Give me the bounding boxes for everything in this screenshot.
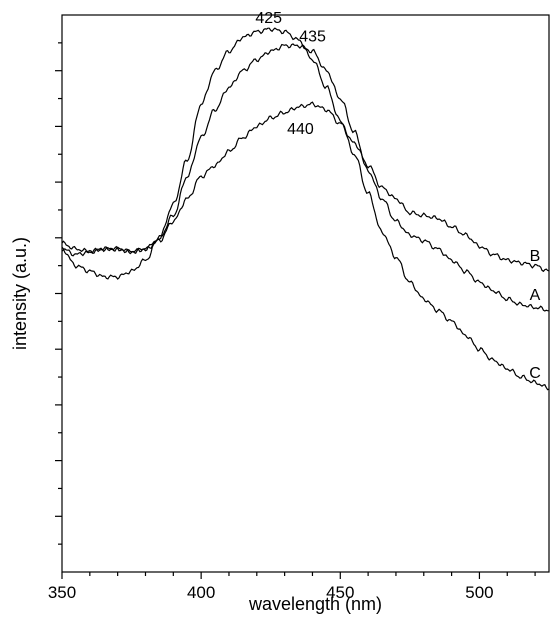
- x-tick-label: 500: [465, 583, 493, 602]
- x-tick-label: 400: [187, 583, 215, 602]
- x-tick-label: 450: [326, 583, 354, 602]
- series-B-line: [61, 101, 550, 273]
- peak-label-425: 425: [255, 10, 282, 27]
- peak-label-435: 435: [299, 29, 326, 46]
- series-layer: [61, 27, 550, 391]
- series-A-line: [61, 43, 550, 312]
- y-axis-ticks: [55, 42, 62, 545]
- curve-label-B: B: [530, 248, 541, 265]
- x-axis-label: wavelength (nm): [248, 594, 382, 614]
- x-axis-ticks: 350 400 450 500: [48, 572, 536, 602]
- annotation-layer: 425 435 440 B A C: [255, 10, 540, 382]
- y-axis-label: intensity (a.u.): [10, 237, 30, 350]
- peak-label-440: 440: [287, 121, 314, 138]
- curve-label-A: A: [530, 287, 541, 304]
- x-tick-label: 350: [48, 583, 76, 602]
- curve-label-C: C: [529, 365, 541, 382]
- series-C-line: [61, 27, 550, 391]
- plot-frame: [61, 14, 550, 573]
